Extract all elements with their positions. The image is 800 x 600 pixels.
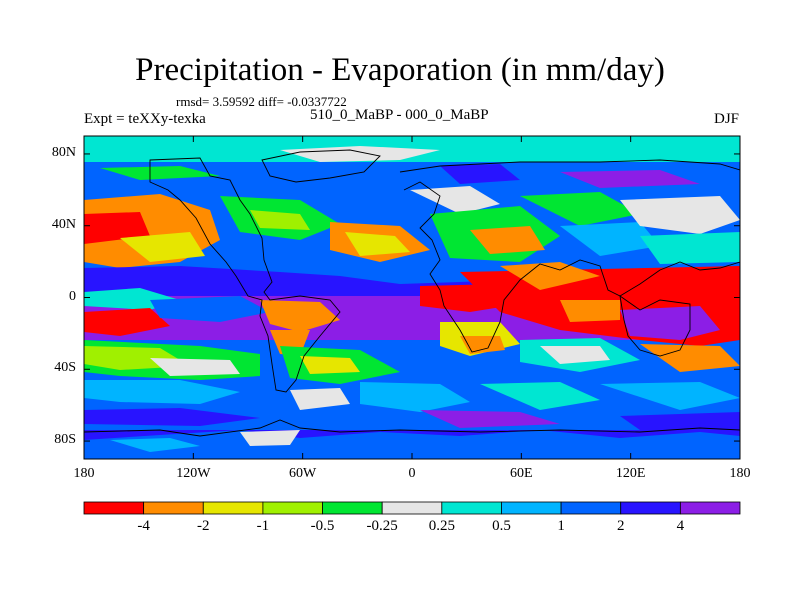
field-arctic-blue bbox=[84, 162, 740, 188]
y-ticks bbox=[84, 153, 740, 442]
colorbar-swatch bbox=[560, 501, 622, 515]
colorbar bbox=[83, 501, 741, 515]
colorbar-label: -4 bbox=[137, 518, 150, 534]
field-satl-yellow bbox=[300, 356, 360, 374]
colorbar-swatch bbox=[381, 501, 443, 515]
field-epac-red bbox=[84, 308, 170, 336]
field-siberia-purple bbox=[560, 170, 700, 188]
field-asia-lightblue bbox=[560, 222, 660, 256]
colorbar-label: 2 bbox=[616, 518, 625, 534]
x-tick-label: 60E bbox=[510, 466, 533, 481]
field-wpac-cyan bbox=[640, 232, 740, 264]
field-southern-purple bbox=[84, 408, 260, 426]
colorbar-swatch bbox=[441, 501, 502, 515]
colorbar-label: -0.25 bbox=[366, 518, 398, 534]
y-tick-label: 40S bbox=[54, 360, 76, 376]
colorbar-swatch bbox=[83, 501, 145, 515]
field-pacific-grey bbox=[620, 196, 740, 234]
map-field bbox=[84, 136, 740, 459]
field-namerica-lime bbox=[250, 210, 310, 230]
y-tick-label: 40N bbox=[51, 216, 76, 232]
field-australia-orange bbox=[640, 344, 740, 372]
colorbar-swatch bbox=[679, 501, 741, 515]
field-sio-grey bbox=[540, 346, 610, 364]
x-tick-label: 0 bbox=[408, 466, 416, 481]
x-tick-label: 180 bbox=[729, 466, 751, 481]
field-southern-purple-2 bbox=[620, 412, 740, 430]
colorbar-swatch bbox=[202, 501, 264, 515]
field-drake-grey bbox=[290, 388, 350, 410]
colorbar-label: 1 bbox=[557, 518, 565, 534]
field-natl-yellow bbox=[345, 232, 410, 256]
field-southern-lightblue bbox=[84, 380, 240, 404]
field-asia-green bbox=[520, 192, 640, 226]
field-spac-grey bbox=[150, 358, 240, 376]
x-tick-label: 120E bbox=[615, 466, 646, 481]
y-tick-label: 0 bbox=[69, 288, 76, 304]
colorbar-label: 4 bbox=[676, 518, 685, 534]
y-tick-label: 80S bbox=[54, 432, 76, 448]
y-tick-label: 80N bbox=[51, 144, 76, 160]
field-arabia-orange bbox=[500, 262, 600, 290]
field-alaska-green bbox=[100, 166, 220, 180]
field-npac-yellow bbox=[120, 232, 205, 262]
field-samerica-orange bbox=[260, 300, 340, 332]
field-nafrica-orange bbox=[470, 226, 545, 254]
colorbar-label: -0.5 bbox=[310, 518, 335, 534]
field-npac-red bbox=[84, 212, 150, 244]
x-ticks bbox=[83, 136, 741, 459]
x-tick-label: 120W bbox=[176, 466, 211, 481]
field-io-orange bbox=[560, 300, 620, 322]
field-europe-grey bbox=[410, 186, 500, 214]
field-southern-cyan bbox=[480, 382, 600, 410]
field-southern-lightblue-3 bbox=[600, 382, 740, 410]
season-label: DJF bbox=[713, 111, 739, 127]
experiment-label: Expt = teXXy-texka bbox=[84, 111, 206, 127]
colorbar-label: 0.25 bbox=[428, 518, 455, 534]
rmsd-diff-stats: rmsd= 3.59592 diff= -0.0337722 bbox=[176, 94, 347, 109]
field-cpac-blue bbox=[150, 296, 270, 322]
field-southern-lightblue-2 bbox=[360, 382, 470, 412]
field-maritime-violet bbox=[620, 306, 720, 340]
x-tick-label: 180 bbox=[73, 466, 95, 481]
field-safrica-orange bbox=[460, 336, 505, 354]
field-southern-violet bbox=[420, 410, 560, 428]
colorbar-swatch bbox=[143, 501, 204, 515]
colorbar-swatch bbox=[322, 501, 383, 515]
colorbar-label: -2 bbox=[197, 518, 210, 534]
map-title: Precipitation - Evaporation (in mm/day) bbox=[135, 52, 665, 88]
colorbar-label: -1 bbox=[256, 518, 270, 534]
field-arctic-grey bbox=[280, 146, 440, 162]
field-europe-purple bbox=[440, 164, 520, 184]
x-tick-label: 60W bbox=[289, 466, 317, 481]
colorbar-label: 0.5 bbox=[492, 518, 511, 534]
colorbar-swatch bbox=[262, 501, 323, 515]
field-antarctic-lightblue bbox=[110, 438, 200, 452]
field-antarctic-grey bbox=[240, 430, 300, 446]
colorbar-swatch bbox=[620, 501, 681, 515]
continent-outlines bbox=[84, 149, 740, 437]
case-label: 510_0_MaBP - 000_0_MaBP bbox=[310, 107, 489, 123]
colorbar-swatch bbox=[501, 501, 562, 515]
